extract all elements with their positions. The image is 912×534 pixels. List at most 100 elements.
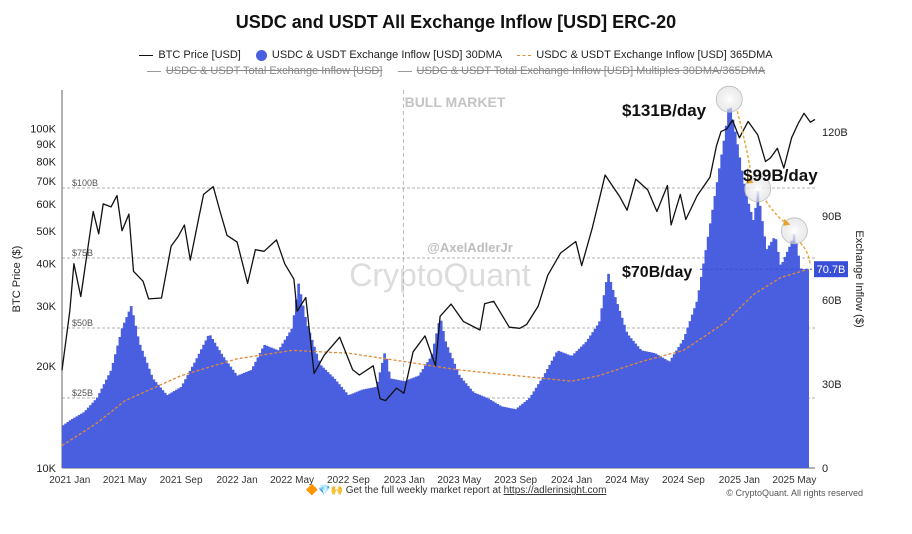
inflow-bar [410, 378, 414, 468]
cryptoquant-watermark: CryptoQuant [349, 257, 531, 293]
emoji-badge-icon: 🔶💎🙌 [305, 485, 343, 496]
x-tick-label: 2022 May [270, 475, 314, 486]
inflow-bar [695, 301, 699, 468]
inflow-bar [179, 387, 183, 468]
inflow-bar [125, 317, 129, 468]
inflow-bar [238, 374, 242, 468]
inflow-bar [317, 360, 321, 468]
inflow-bar [202, 344, 205, 468]
legend-item-inflow-30dma[interactable]: USDC & USDT Exchange Inflow [USD] 30DMA [255, 49, 502, 61]
inflow-bar [360, 389, 364, 468]
inflow-bar [627, 335, 631, 468]
inflow-bar [573, 353, 576, 468]
inflow-bar [288, 332, 291, 468]
inflow-bar [745, 195, 748, 468]
inflow-bar [215, 346, 219, 468]
inflow-bar [539, 380, 543, 468]
inflow-bar [143, 356, 147, 468]
inflow-bar [197, 353, 201, 468]
inflow-bar [487, 398, 490, 468]
inflow-bar [675, 350, 678, 468]
inflow-bar [224, 360, 228, 468]
inflow-bar [491, 401, 495, 468]
inflow-bar [600, 308, 604, 468]
inflow-bar [310, 339, 314, 468]
inflow-bar [548, 364, 552, 468]
inflow-bar [684, 334, 687, 468]
inflow-bar [763, 236, 767, 468]
inflow-bar [299, 294, 303, 468]
inflow-bar [172, 391, 176, 468]
inflow-bar [681, 339, 685, 468]
inflow-bar [666, 360, 669, 468]
x-tick-label: 2023 May [437, 475, 481, 486]
inflow-bars [61, 107, 809, 469]
inflow-bar [209, 335, 212, 468]
y-left-tick-label: 30K [36, 301, 56, 313]
x-tick-label: 2023 Sep [494, 475, 537, 486]
inflow-bar [71, 418, 74, 468]
inflow-bar [591, 332, 595, 468]
inflow-bar [523, 401, 527, 468]
legend-item-inflow-multiples[interactable]: USDC & USDT Total Exchange Inflow [USD] … [397, 65, 765, 77]
inflow-bar [476, 393, 479, 468]
inflow-bar [403, 381, 407, 468]
inflow-bar [68, 420, 72, 468]
inflow-bar [301, 305, 305, 468]
inflow-bar [485, 397, 488, 468]
inflow-bar [84, 410, 88, 468]
report-link[interactable]: https://adlerinsight.com [503, 485, 607, 496]
inflow-bar [109, 370, 113, 468]
inflow-bar [188, 370, 192, 468]
legend-item-btc-price[interactable]: BTC Price [USD] [139, 49, 241, 61]
inflow-bar [423, 365, 427, 468]
reference-line-label: $25B [72, 388, 93, 398]
inflow-bar [656, 355, 660, 468]
inflow-bar [383, 353, 386, 468]
inflow-bar [349, 394, 352, 468]
inflow-bar [672, 354, 676, 468]
y-right-tick-label: 120B [822, 127, 848, 139]
inflow-bar [380, 362, 384, 468]
inflow-bar [64, 423, 67, 468]
inflow-bar [525, 400, 529, 468]
y-left-tick-label: 10K [36, 463, 56, 475]
inflow-bar [390, 378, 393, 468]
x-tick-label: 2024 May [605, 475, 649, 486]
line-swatch-icon [146, 70, 161, 72]
inflow-bar [634, 343, 638, 468]
inflow-bar [747, 203, 751, 469]
inflow-bar [276, 350, 280, 468]
inflow-bar [396, 379, 400, 468]
inflow-bar [166, 395, 169, 468]
inflow-bar [107, 375, 110, 468]
inflow-bar [157, 384, 160, 468]
inflow-bar [369, 387, 373, 468]
inflow-bar [168, 393, 171, 468]
inflow-bar [91, 402, 95, 468]
inflow-bar [711, 209, 714, 468]
inflow-bar [218, 350, 221, 468]
x-tick-label: 2022 Sep [327, 475, 370, 486]
inflow-bar [659, 356, 662, 468]
trend-arrow [736, 111, 753, 181]
inflow-bar [543, 373, 547, 468]
inflow-bar [614, 297, 617, 468]
legend-item-inflow-365dma[interactable]: USDC & USDT Exchange Inflow [USD] 365DMA [517, 49, 773, 61]
inflow-bar [448, 352, 452, 468]
inflow-bar [505, 407, 509, 468]
inflow-bar [433, 343, 436, 468]
inflow-bar [758, 205, 762, 468]
inflow-bar [61, 425, 65, 468]
footer-text: Get the full weekly market report at [345, 485, 501, 496]
y-left-tick-label: 60K [36, 199, 56, 211]
inflow-bar [586, 338, 590, 468]
inflow-bar [580, 346, 583, 468]
inflow-bar [462, 380, 466, 468]
inflow-bar [790, 240, 794, 468]
legend-item-total-inflow[interactable]: USDC & USDT Total Exchange Inflow [USD] [146, 65, 382, 77]
inflow-bar [494, 402, 497, 468]
inflow-bar [598, 321, 601, 468]
x-tick-label: 2021 Jan [49, 475, 90, 486]
y-right-tick-label: 30B [822, 379, 842, 391]
